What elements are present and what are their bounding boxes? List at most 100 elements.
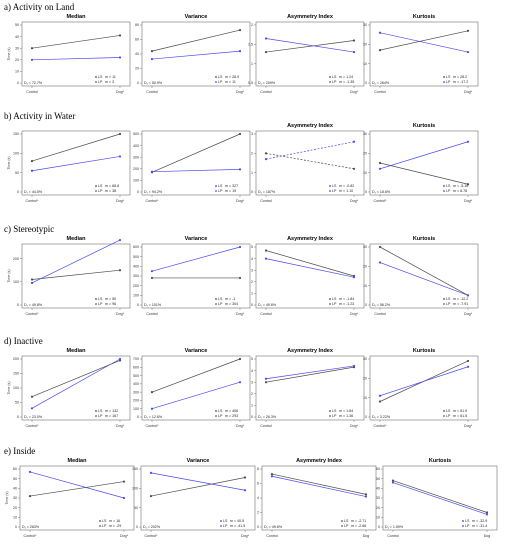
legend-series-name: LS bbox=[332, 297, 337, 301]
y-tick-label: 100 bbox=[133, 407, 139, 411]
data-point bbox=[122, 480, 126, 483]
data-point bbox=[118, 357, 122, 361]
x-tick-label: Control bbox=[374, 312, 386, 316]
y-tick-label: 30 bbox=[376, 496, 380, 500]
x-tick-label: Control* bbox=[146, 199, 160, 203]
x-tick-label: Control* bbox=[374, 199, 388, 203]
data-point bbox=[118, 155, 122, 158]
legend-series-name: LP bbox=[446, 80, 451, 84]
data-point bbox=[30, 395, 34, 398]
y-tick-label: 600 bbox=[133, 245, 139, 249]
delta-label: D₁ = 202% bbox=[143, 525, 161, 529]
data-point bbox=[238, 381, 242, 384]
y-tick-label: 10 bbox=[13, 516, 17, 520]
x-tick-label: Dog* bbox=[350, 424, 359, 428]
y-tick-label: 0 bbox=[257, 525, 259, 529]
series-line-lp bbox=[379, 141, 469, 170]
legend-series-name: LP bbox=[98, 80, 103, 84]
series-line-ls bbox=[392, 480, 488, 513]
panel-d-3: Asymmetry Index 0 1 2 3 4 5 Control Dog* D₁ = 26.… bbox=[251, 348, 365, 428]
legend-slope: m = -7.91 bbox=[453, 302, 468, 306]
data-point bbox=[378, 245, 382, 249]
series-line-ls bbox=[31, 133, 121, 162]
y-tick-label: 300 bbox=[133, 155, 139, 159]
panel-a-2: Variance 0 20 40 60 80 Control Dog* D₁ = 50.9% LS… bbox=[135, 14, 251, 94]
y-tick-label: 100 bbox=[133, 179, 139, 183]
legend-marker bbox=[443, 298, 445, 300]
legend-series-name: LP bbox=[102, 524, 107, 528]
y-tick-label: 2 bbox=[251, 280, 253, 284]
y-tick-label: 20 bbox=[13, 506, 17, 510]
legend-slope: m = 1.36 bbox=[339, 414, 353, 418]
legend-series-name: LS bbox=[223, 519, 228, 523]
legend-series-name: LS bbox=[446, 184, 451, 188]
y-tick-label: 50 bbox=[15, 23, 19, 27]
legend-marker bbox=[462, 520, 464, 522]
data-point bbox=[364, 495, 368, 498]
legend-marker bbox=[443, 415, 445, 417]
y-tick-label: 0 bbox=[17, 415, 19, 419]
data-point bbox=[238, 132, 242, 136]
legend-series-name: LP bbox=[218, 189, 223, 193]
plot-frame bbox=[255, 130, 365, 196]
plot-frame bbox=[21, 243, 131, 309]
legend-marker bbox=[341, 520, 343, 522]
panel-title: Median bbox=[67, 236, 87, 242]
panel-title: Asymmetry Index bbox=[296, 458, 343, 464]
y-tick-label: 2 bbox=[251, 152, 253, 156]
y-tick-label: 20 bbox=[363, 265, 367, 269]
delta-label: D₁ = 12.6% bbox=[144, 415, 163, 419]
y-tick-label: 50 bbox=[13, 477, 17, 481]
data-point bbox=[264, 158, 268, 161]
y-tick-label: 300 bbox=[133, 274, 139, 278]
x-tick-label: Control* bbox=[145, 534, 159, 538]
x-tick-label: Control bbox=[387, 534, 399, 538]
panel-title: Variance bbox=[185, 236, 208, 242]
x-tick-label: Dog* bbox=[116, 90, 125, 94]
series-line-ls bbox=[31, 269, 121, 280]
delta-label: D₁ = 264% bbox=[372, 81, 390, 85]
y-tick-label: 150 bbox=[132, 467, 138, 471]
panel-title: Median bbox=[68, 458, 88, 464]
legend-series-name: LP bbox=[332, 189, 337, 193]
y-tick-label: 100 bbox=[13, 386, 19, 390]
data-point bbox=[238, 168, 242, 171]
data-point bbox=[238, 50, 242, 53]
y-tick-label: 20 bbox=[376, 506, 380, 510]
x-tick-label: Dog* bbox=[464, 90, 473, 94]
delta-label: D₁ = 1.59% bbox=[385, 525, 404, 529]
legend-slope: m = -0.82 bbox=[339, 184, 354, 188]
legend-slope: m = -5.16 bbox=[453, 184, 468, 188]
series-line-lp bbox=[31, 358, 121, 409]
plot-frame bbox=[140, 465, 256, 531]
legend-marker bbox=[95, 185, 97, 187]
delta-label: D₁ = 49.8% bbox=[24, 303, 43, 307]
y-tick-label: 1.5 bbox=[248, 43, 253, 47]
x-tick-label: Control bbox=[26, 90, 38, 94]
legend-series-name: LS bbox=[332, 409, 337, 413]
x-tick-label: Control* bbox=[24, 534, 38, 538]
series-line-lp bbox=[151, 381, 241, 410]
x-tick-label: Dog* bbox=[120, 534, 129, 538]
y-tick-label: 0 bbox=[17, 190, 19, 194]
legend-series-name: LS bbox=[332, 184, 337, 188]
data-point bbox=[118, 132, 122, 136]
x-tick-label: Control bbox=[260, 424, 272, 428]
data-point bbox=[118, 269, 122, 272]
y-tick-label: 40 bbox=[13, 487, 17, 491]
legend-marker bbox=[95, 81, 97, 83]
panel-title: Kurtosis bbox=[413, 236, 435, 242]
y-tick-label: 100 bbox=[133, 294, 139, 298]
legend-series-name: LP bbox=[465, 524, 470, 528]
section-title: c) Stereotypic bbox=[4, 224, 54, 234]
y-tick-label: 20 bbox=[15, 58, 19, 62]
legend-series-name: LS bbox=[332, 75, 337, 79]
legend-marker bbox=[443, 303, 445, 305]
y-tick-label: 3 bbox=[251, 132, 253, 136]
legend-series-name: LS bbox=[218, 297, 223, 301]
series-line-lp bbox=[151, 169, 241, 173]
legend-slope: m = 11 bbox=[225, 80, 236, 84]
plot-frame bbox=[369, 355, 479, 421]
plot-frame bbox=[141, 355, 251, 421]
series-line-ls bbox=[265, 250, 355, 277]
